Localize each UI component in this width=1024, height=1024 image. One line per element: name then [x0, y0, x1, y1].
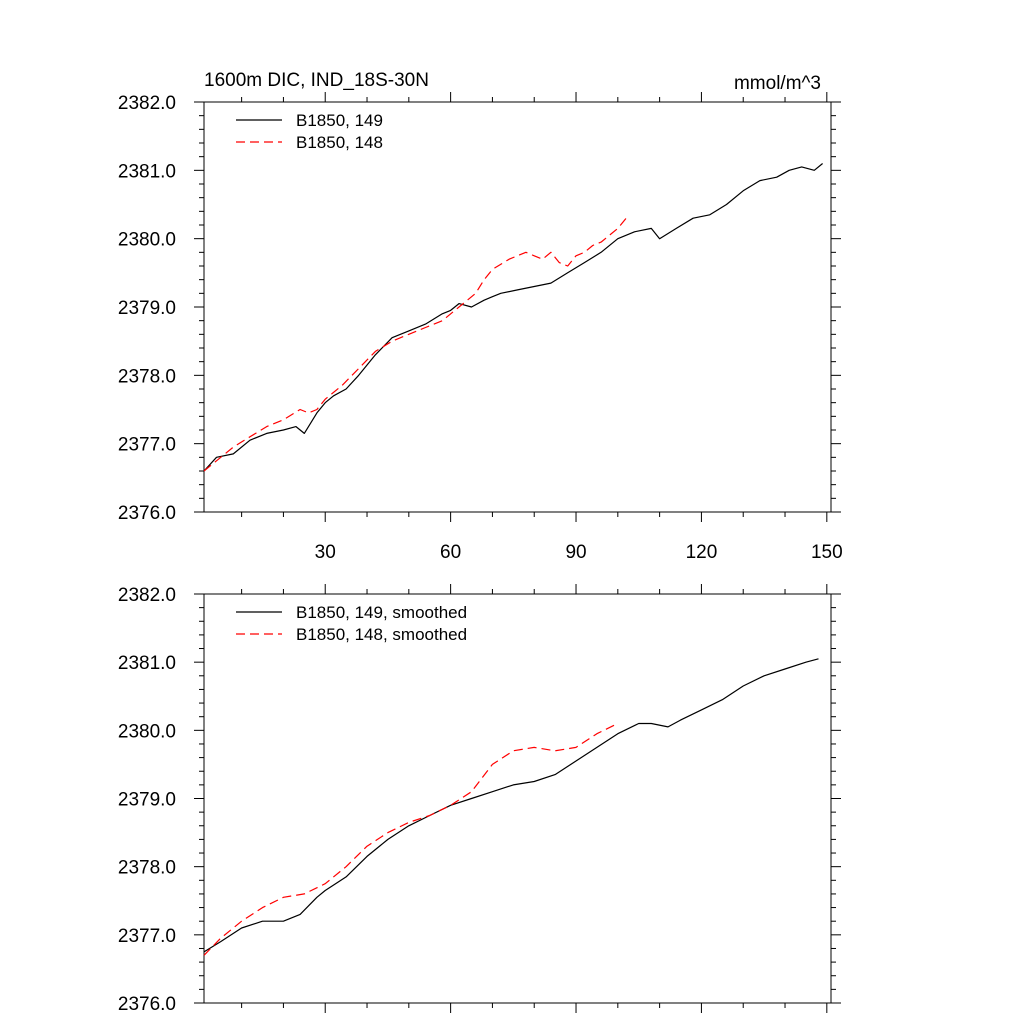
top-y-tick-label: 2376.0: [118, 503, 176, 524]
top-panel: 2376.0 2377.0 2378.0 2379.0 2380.0 2381.0 2382…: [118, 70, 843, 563]
bottom-y-tick-label: 2380.0: [118, 721, 176, 742]
bottom-y-tick-label: 2379.0: [118, 790, 176, 811]
bottom-y-tick-label: 2382.0: [118, 585, 176, 606]
top-x-tick-label: 120: [686, 542, 718, 563]
top-y-tick-label: 2377.0: [118, 435, 176, 456]
top-legend-label: B1850, 149: [296, 111, 383, 130]
bottom-plot-frame: [203, 593, 832, 1004]
bottom-series-line-149: [203, 658, 819, 953]
bottom-y-tick-label: 2376.0: [118, 994, 176, 1015]
top-x-tick-label: 90: [565, 542, 586, 563]
bottom-panel: 2376.0 2377.0 2378.0 2379.0 2380.0 2381.0 2382…: [118, 584, 841, 1015]
top-y-tick-label: 2378.0: [118, 366, 176, 387]
bottom-y-tick-label: 2381.0: [118, 653, 176, 674]
units-label: mmol/m^3: [734, 73, 821, 94]
bottom-legend-label: B1850, 149, smoothed: [296, 603, 467, 622]
top-y-tick-label: 2381.0: [118, 161, 176, 182]
top-legend-label: B1850, 148: [296, 133, 383, 152]
top-x-tick-label: 150: [811, 542, 843, 563]
top-y-tick-label: 2379.0: [118, 298, 176, 319]
bottom-legend-label: B1850, 148, smoothed: [296, 625, 467, 644]
bottom-y-tick-label: 2377.0: [118, 926, 176, 947]
top-plot-frame: [203, 101, 832, 513]
chart-title: 1600m DIC, IND_18S-30N: [204, 70, 429, 91]
top-x-tick-label: 60: [440, 542, 461, 563]
top-x-tick-label: 30: [315, 542, 336, 563]
top-series-line-149: [203, 163, 823, 472]
top-series-line-148: [203, 217, 627, 472]
top-y-tick-label: 2380.0: [118, 230, 176, 251]
bottom-y-tick-label: 2378.0: [118, 858, 176, 879]
bottom-series-line-148: [203, 722, 619, 956]
top-y-tick-label: 2382.0: [118, 93, 176, 114]
